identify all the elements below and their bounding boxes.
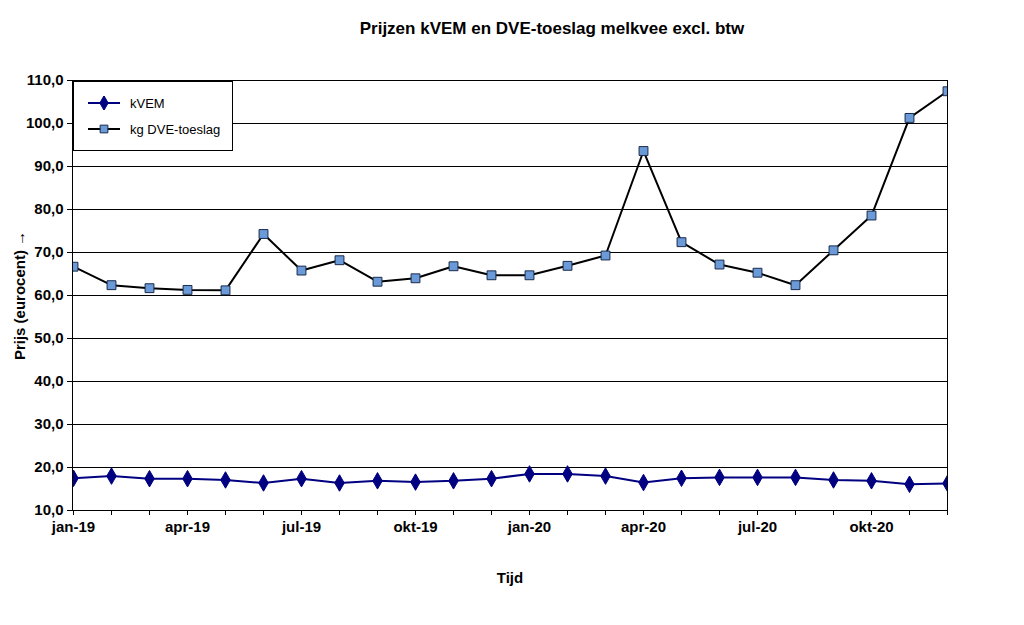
svg-text:60,0: 60,0 [34, 286, 63, 303]
svg-text:jul-20: jul-20 [737, 518, 777, 535]
svg-text:jul-19: jul-19 [281, 518, 321, 535]
svg-text:okt-20: okt-20 [849, 518, 893, 535]
svg-text:30,0: 30,0 [34, 415, 63, 432]
svg-text:10,0: 10,0 [34, 501, 63, 518]
svg-text:apr-20: apr-20 [621, 518, 666, 535]
svg-text:100,0: 100,0 [26, 114, 64, 131]
svg-text:Prijs (eurocent) →: Prijs (eurocent) → [11, 231, 28, 360]
svg-text:90,0: 90,0 [34, 157, 63, 174]
svg-text:70,0: 70,0 [34, 243, 63, 260]
svg-text:jan-20: jan-20 [507, 518, 551, 535]
svg-text:Tijd: Tijd [497, 569, 523, 586]
html-text:kVEM: kVEM [130, 95, 165, 111]
svg-text:okt-19: okt-19 [393, 518, 437, 535]
svg-text:50,0: 50,0 [34, 329, 63, 346]
svg-text:apr-19: apr-19 [165, 518, 210, 535]
html-text:kg DVE-toeslag: kg DVE-toeslag [130, 121, 221, 137]
svg-text:20,0: 20,0 [34, 458, 63, 475]
svg-text:jan-19: jan-19 [51, 518, 95, 535]
svg-text:110,0: 110,0 [27, 71, 64, 88]
svg-text:80,0: 80,0 [34, 200, 63, 217]
html-text:Prijzen kVEM en DVE-toeslag me: Prijzen kVEM en DVE-toeslag melkvee excl… [359, 19, 745, 38]
svg-text:40,0: 40,0 [34, 372, 63, 389]
